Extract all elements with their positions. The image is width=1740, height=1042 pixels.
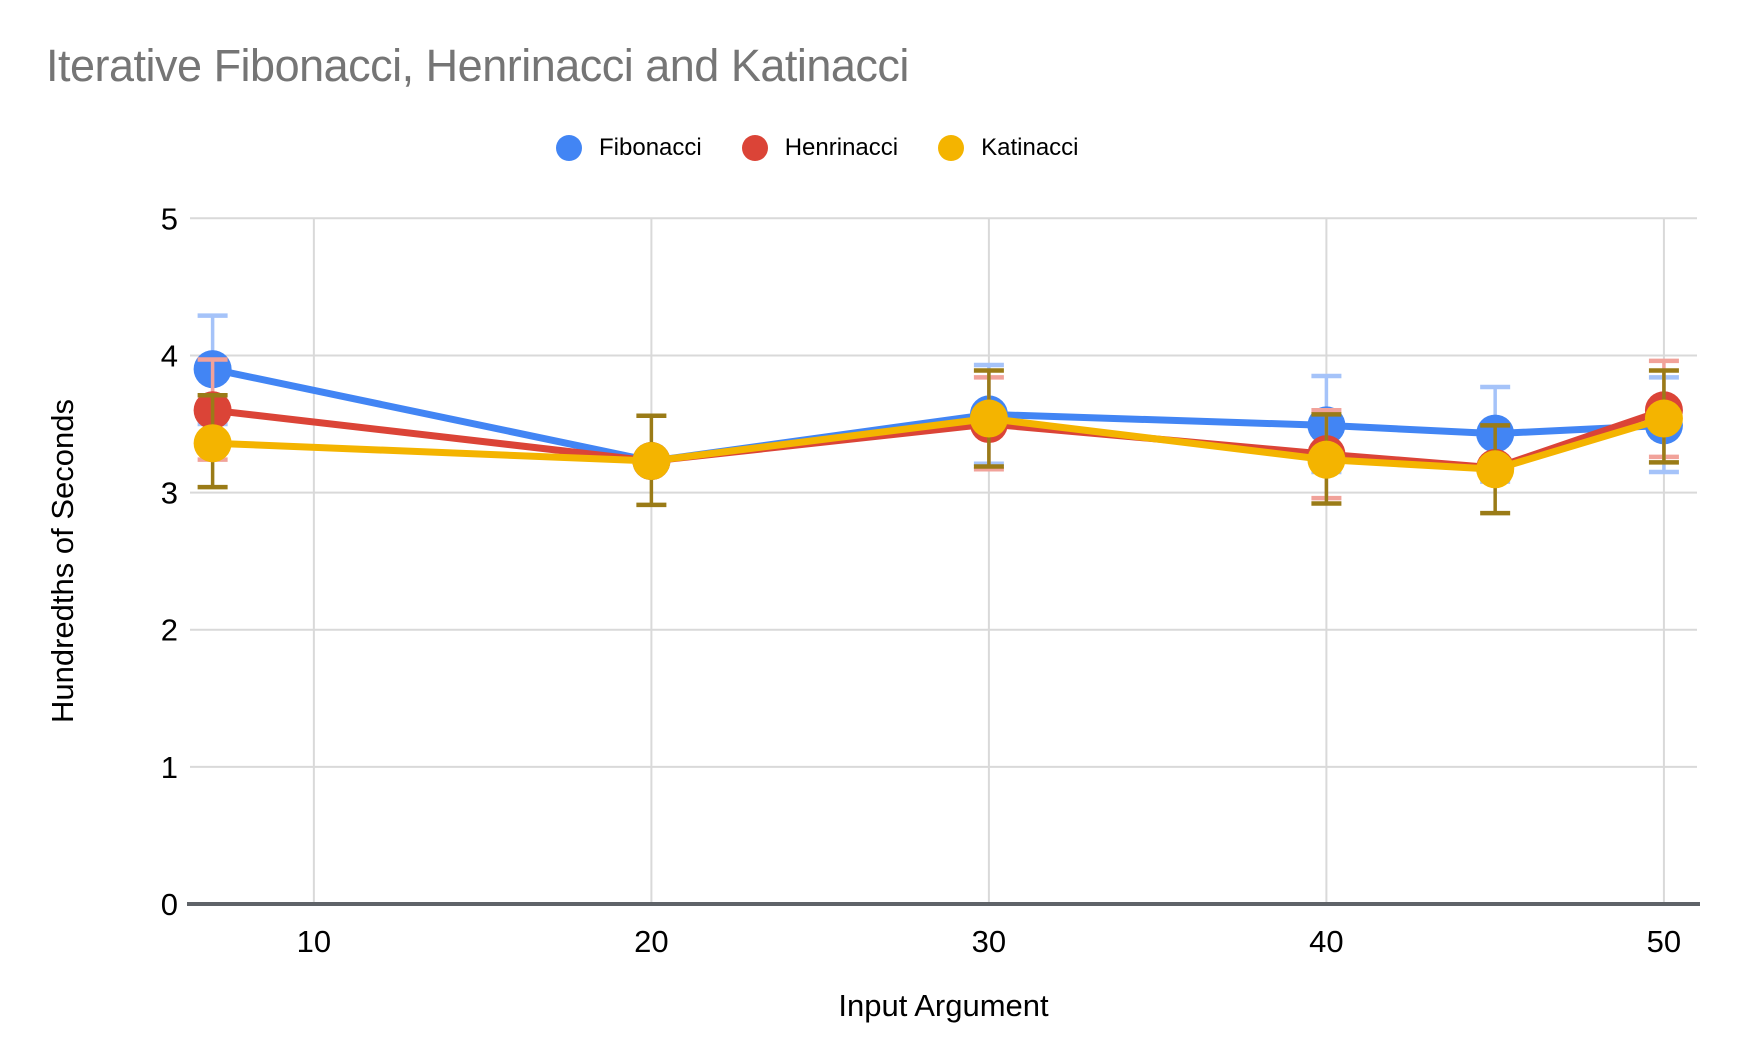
series-katinacci xyxy=(193,368,1683,516)
x-tick-40: 40 xyxy=(1309,924,1343,959)
point-katinacci-x20[interactable] xyxy=(632,442,671,481)
legend-label: Fibonacci xyxy=(599,134,702,161)
tick-labels: 0 1 2 3 4 5 10 20 30 40 50 xyxy=(161,201,1681,959)
legend-item-katinacci[interactable]: Katinacci xyxy=(938,134,1079,162)
legend-swatch-fibonacci-icon xyxy=(556,135,582,161)
point-katinacci-x40[interactable] xyxy=(1307,440,1346,479)
y-tick-3: 3 xyxy=(161,476,178,511)
legend-swatch-henrinacci-icon xyxy=(741,135,768,161)
y-tick-4: 4 xyxy=(161,338,178,373)
legend: Fibonacci Henrinacci Katinacci xyxy=(556,134,1079,162)
line-fibonacci xyxy=(209,365,1668,465)
point-katinacci-x50[interactable] xyxy=(1644,399,1683,438)
point-katinacci-x45[interactable] xyxy=(1476,450,1515,489)
y-tick-0: 0 xyxy=(161,887,178,922)
x-tick-30: 30 xyxy=(972,924,1006,959)
x-axis-title: Input Argument xyxy=(838,988,1049,1023)
x-tick-20: 20 xyxy=(634,924,668,959)
chart-title: Iterative Fibonacci, Henrinacci and Kati… xyxy=(46,40,909,91)
legend-label: Katinacci xyxy=(981,134,1079,161)
point-katinacci-x30[interactable] xyxy=(969,399,1008,438)
legend-swatch-katinacci-icon xyxy=(938,135,965,161)
y-tick-2: 2 xyxy=(161,613,178,648)
line-katinacci xyxy=(209,415,1668,473)
series-fibonacci xyxy=(193,313,1683,484)
y-tick-5: 5 xyxy=(161,201,178,236)
y-axis-title: Hundredths of Seconds xyxy=(45,399,80,723)
y-tick-1: 1 xyxy=(161,750,178,785)
legend-item-fibonacci[interactable]: Fibonacci xyxy=(556,134,702,162)
x-tick-50: 50 xyxy=(1647,924,1681,959)
gridlines xyxy=(190,217,1697,904)
legend-label: Henrinacci xyxy=(784,134,899,161)
point-katinacci-x7[interactable] xyxy=(193,424,232,463)
x-tick-10: 10 xyxy=(297,924,331,959)
legend-item-henrinacci[interactable]: Henrinacci xyxy=(741,134,899,162)
